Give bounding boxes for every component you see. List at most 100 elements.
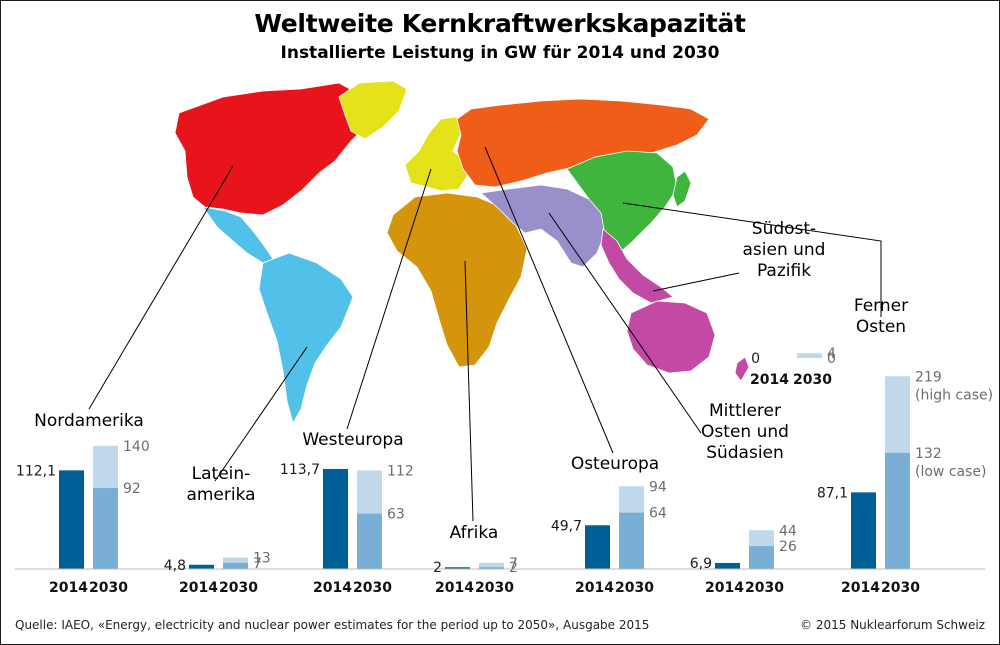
bar-2030-low-afrika [479,567,504,569]
tick-2014-suedostasien: 2014 [750,372,789,388]
value-2030-low-afrika: 2 [509,560,518,576]
bar-2014-nordamerika [59,470,84,569]
tick-2014-lateinamerika: 2014 [179,580,218,596]
map-region-australien [626,300,716,374]
bar-2014-afrika [445,567,470,569]
region-name-suedostasien-1: asien und [743,240,826,260]
leader-line-mittlerer_osten [548,212,702,434]
region-name-suedostasien-0: Südost- [752,219,816,239]
leader-line-lateinamerika [214,346,308,482]
value-2014-mittlerer_osten: 6,9 [690,556,712,572]
tick-2014-afrika: 2014 [435,580,474,596]
source-note: Quelle: IAEO, «Energy, electricity and n… [15,618,650,632]
value-2030-high-ferner_osten: 219 [915,369,942,385]
copyright-note: © 2015 Nuklearforum Schweiz [800,618,985,632]
map-region-neuseeland [734,356,750,382]
region-name-ferner_osten-0: Ferner [854,296,908,316]
region-name-afrika-0: Afrika [450,523,499,543]
value-2030-low-suedostasien: 0 [827,351,836,367]
bar-2014-westeuropa [323,468,348,569]
chart-title: Weltweite Kernkraftwerkskapazität [254,9,746,38]
tick-2014-mittlerer_osten: 2014 [705,580,744,596]
value-2030-low-osteuropa: 64 [649,506,667,522]
value-2030-high-lateinamerika: 13 [253,551,271,567]
tick-2030-westeuropa: 2030 [353,580,392,596]
value-2014-ferner_osten: 87,1 [817,485,848,501]
bar-2014-ferner_osten [851,492,876,569]
tick-2014-osteuropa: 2014 [575,580,614,596]
map-region-ferner-osten [566,150,678,254]
note-high-case: (high case) [915,387,993,403]
bar-2030-high-afrika [479,562,504,569]
tick-2030-suedostasien: 2030 [793,372,832,388]
map-region-suedostasien [600,228,674,304]
value-2014-lateinamerika: 4,8 [164,558,186,574]
bar-2014-lateinamerika [189,564,214,569]
bar-2030-low-mittlerer_osten [749,546,774,569]
map-region-japan [672,170,692,208]
value-2030-high-suedostasien: 4 [827,346,836,362]
bar-2030-low-westeuropa [357,513,382,569]
value-2014-afrika: 2 [433,560,442,576]
value-2014-westeuropa: 113,7 [280,462,320,478]
value-2030-high-afrika: 7 [509,556,518,572]
region-name-lateinamerika-0: Latein- [192,464,251,484]
value-2030-low-ferner_osten: 132 [915,446,942,462]
value-2030-high-osteuropa: 94 [649,479,667,495]
bar-2014-osteuropa [585,525,610,569]
bar-2030-low-lateinamerika [223,562,248,569]
value-2030-low-westeuropa: 63 [387,507,405,523]
tick-2030-mittlerer_osten: 2030 [745,580,784,596]
value-2014-osteuropa: 49,7 [551,518,582,534]
value-2030-low-nordamerika: 92 [123,481,141,497]
value-2014-suedostasien: 0 [751,351,760,367]
bars-layer [15,353,985,570]
region-name-osteuropa-0: Osteuropa [571,454,659,474]
map-region-mittelamerika [202,206,274,264]
value-2030-high-nordamerika: 140 [123,439,150,455]
region-name-mittlerer_osten-0: Mittlerer [709,401,781,421]
map-region-greenland [338,80,408,140]
tick-2030-nordamerika: 2030 [89,580,128,596]
leader-line-ferner_osten [622,202,882,317]
bar-2030-low-nordamerika [93,488,118,569]
map-region-afrika [386,192,528,368]
leader-lines [88,146,882,522]
note-low-case: (low case) [915,464,986,480]
region-name-mittlerer_osten-2: Südasien [706,443,784,463]
region-name-westeuropa-0: Westeuropa [302,430,403,450]
tick-2030-osteuropa: 2030 [615,580,654,596]
leader-line-westeuropa [346,168,432,430]
tick-2014-ferner_osten: 2014 [841,580,880,596]
value-2014-nordamerika: 112,1 [16,463,56,479]
value-2030-low-mittlerer_osten: 26 [779,539,797,555]
tick-2030-ferner_osten: 2030 [881,580,920,596]
tick-2030-lateinamerika: 2030 [219,580,258,596]
region-name-mittlerer_osten-1: Osten und [701,422,789,442]
region-name-nordamerika-0: Nordamerika [34,411,144,431]
bar-2014-mittlerer_osten [715,562,740,569]
bar-2030-low-ferner_osten [885,452,910,569]
tick-2014-westeuropa: 2014 [313,580,352,596]
value-2030-high-westeuropa: 112 [387,463,414,479]
map-region-suedamerika [258,252,354,425]
value-2030-low-lateinamerika: 7 [253,556,262,572]
region-name-lateinamerika-1: amerika [186,485,255,505]
tick-2030-afrika: 2030 [475,580,514,596]
region-name-suedostasien-2: Pazifik [757,261,811,281]
leader-line-afrika [464,260,474,522]
leader-line-osteuropa [484,146,614,454]
world-map [174,80,750,425]
value-2030-high-mittlerer_osten: 44 [779,523,797,539]
leader-line-suedostasien [652,272,740,292]
chart-subtitle: Installierte Leistung in GW für 2014 und… [280,43,720,63]
bar-2030-high-suedostasien [797,353,822,358]
bar-2030-low-osteuropa [619,512,644,569]
leader-line-nordamerika [88,165,234,410]
region-name-ferner_osten-1: Osten [856,317,906,337]
tick-2014-nordamerika: 2014 [49,580,88,596]
map-region-nordamerika [174,82,394,216]
